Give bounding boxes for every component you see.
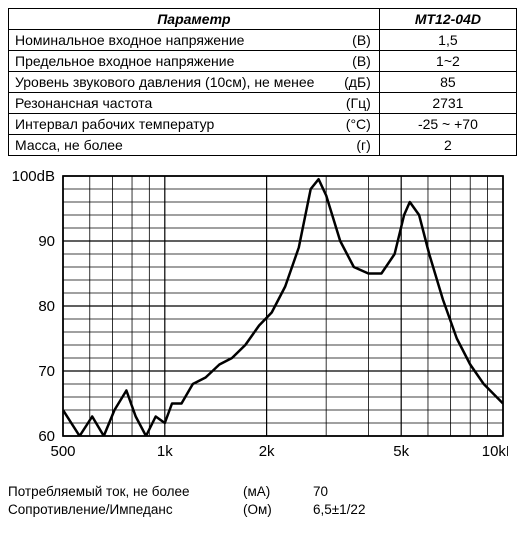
param-value: 1,5	[379, 30, 516, 51]
param-cell: Предельное входное напряжение (В)	[9, 51, 380, 72]
table-row: Масса, не более (г) 2	[9, 135, 517, 156]
table-row: Предельное входное напряжение (В) 1~2	[9, 51, 517, 72]
extras-value: 6,5±1/22	[313, 502, 393, 517]
svg-text:500: 500	[50, 443, 75, 460]
param-cell: Номинальное входное напряжение (В)	[9, 30, 380, 51]
extras-label: Потребляемый ток, не более	[8, 484, 243, 499]
param-cell: Резонансная частота (Гц)	[9, 93, 380, 114]
extra-params: Потребляемый ток, не более(мА)70 Сопротив…	[8, 484, 517, 517]
header-value: MT12-04D	[379, 9, 516, 30]
param-value: -25 ~ +70	[379, 114, 516, 135]
frequency-response-chart: 60708090100dB5001k2k5k10kHz	[8, 166, 517, 476]
header-param: Параметр	[9, 9, 380, 30]
param-cell: Масса, не более (г)	[9, 135, 380, 156]
param-unit: (Гц)	[346, 95, 371, 111]
param-label: Масса, не более	[15, 137, 123, 153]
param-value: 1~2	[379, 51, 516, 72]
extras-row: Потребляемый ток, не более(мА)70	[8, 484, 517, 499]
svg-text:10kHz: 10kHz	[482, 443, 508, 460]
svg-text:2k: 2k	[259, 443, 275, 460]
svg-text:80: 80	[38, 298, 55, 315]
extras-unit: (Ом)	[243, 502, 313, 517]
param-label: Резонансная частота	[15, 95, 152, 111]
extras-unit: (мА)	[243, 484, 313, 499]
param-unit: (дБ)	[344, 74, 371, 90]
param-value: 2	[379, 135, 516, 156]
param-label: Предельное входное напряжение	[15, 53, 234, 69]
param-unit: (°C)	[346, 116, 371, 132]
param-label: Уровень звукового давления (10см), не ме…	[15, 74, 314, 90]
param-unit: (г)	[356, 137, 370, 153]
extras-value: 70	[313, 484, 393, 499]
table-row: Интервал рабочих температур (°C) -25 ~ +70	[9, 114, 517, 135]
extras-row: Сопротивление/Импеданс(Ом)6,5±1/22	[8, 502, 517, 517]
param-label: Интервал рабочих температур	[15, 116, 214, 132]
svg-text:1k: 1k	[157, 443, 173, 460]
svg-text:90: 90	[38, 233, 55, 250]
param-value: 85	[379, 72, 516, 93]
table-row: Номинальное входное напряжение (В) 1,5	[9, 30, 517, 51]
spec-table: Параметр MT12-04D Номинальное входное на…	[8, 8, 517, 156]
param-unit: (В)	[352, 53, 371, 69]
svg-text:100dB: 100dB	[12, 168, 55, 185]
param-cell: Интервал рабочих температур (°C)	[9, 114, 380, 135]
param-unit: (В)	[352, 32, 371, 48]
svg-text:70: 70	[38, 363, 55, 380]
param-value: 2731	[379, 93, 516, 114]
table-row: Уровень звукового давления (10см), не ме…	[9, 72, 517, 93]
table-row: Резонансная частота (Гц) 2731	[9, 93, 517, 114]
svg-text:5k: 5k	[393, 443, 409, 460]
extras-label: Сопротивление/Импеданс	[8, 502, 243, 517]
param-cell: Уровень звукового давления (10см), не ме…	[9, 72, 380, 93]
param-label: Номинальное входное напряжение	[15, 32, 244, 48]
